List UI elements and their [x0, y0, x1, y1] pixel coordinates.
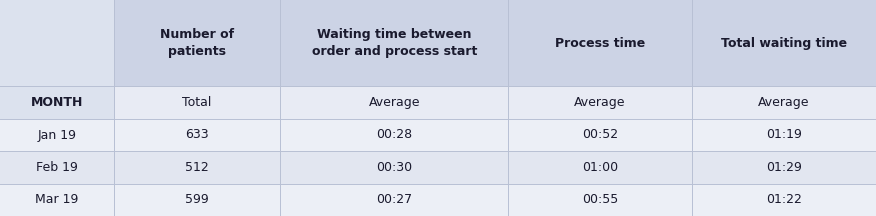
Bar	[280, 86, 508, 119]
Text: 00:28: 00:28	[376, 129, 413, 141]
Text: 633: 633	[186, 129, 208, 141]
Bar	[280, 119, 508, 151]
Text: MONTH: MONTH	[31, 96, 83, 109]
Text: Average: Average	[759, 96, 809, 109]
Text: 599: 599	[185, 193, 209, 206]
Bar	[692, 151, 876, 184]
Text: Waiting time between
order and process start: Waiting time between order and process s…	[312, 29, 477, 58]
Bar	[508, 184, 692, 216]
Text: Feb 19: Feb 19	[36, 161, 78, 174]
Bar	[692, 184, 876, 216]
Text: Mar 19: Mar 19	[35, 193, 79, 206]
Text: Number of
patients: Number of patients	[160, 29, 234, 58]
Bar	[508, 0, 692, 86]
Text: 512: 512	[185, 161, 209, 174]
Bar	[0, 119, 114, 151]
Bar	[692, 0, 876, 86]
Bar	[0, 86, 114, 119]
Bar	[280, 0, 508, 86]
Bar	[0, 0, 114, 86]
Bar	[114, 86, 280, 119]
Text: Jan 19: Jan 19	[38, 129, 76, 141]
Text: 00:55: 00:55	[582, 193, 618, 206]
Bar	[280, 151, 508, 184]
Text: 00:27: 00:27	[376, 193, 413, 206]
Bar	[508, 119, 692, 151]
Text: Total: Total	[182, 96, 212, 109]
Bar	[0, 151, 114, 184]
Bar	[114, 184, 280, 216]
Text: 00:52: 00:52	[582, 129, 618, 141]
Bar	[114, 119, 280, 151]
Bar	[692, 86, 876, 119]
Text: Total waiting time: Total waiting time	[721, 37, 847, 50]
Text: 01:19: 01:19	[766, 129, 802, 141]
Bar	[280, 184, 508, 216]
Text: 01:22: 01:22	[766, 193, 802, 206]
Text: 01:29: 01:29	[766, 161, 802, 174]
Bar	[692, 119, 876, 151]
Text: 00:30: 00:30	[376, 161, 413, 174]
Text: 01:00: 01:00	[582, 161, 618, 174]
Bar	[508, 151, 692, 184]
Bar	[114, 0, 280, 86]
Bar	[114, 151, 280, 184]
Bar	[508, 86, 692, 119]
Text: Process time: Process time	[555, 37, 646, 50]
Bar	[0, 184, 114, 216]
Text: Average: Average	[369, 96, 420, 109]
Text: Average: Average	[575, 96, 625, 109]
